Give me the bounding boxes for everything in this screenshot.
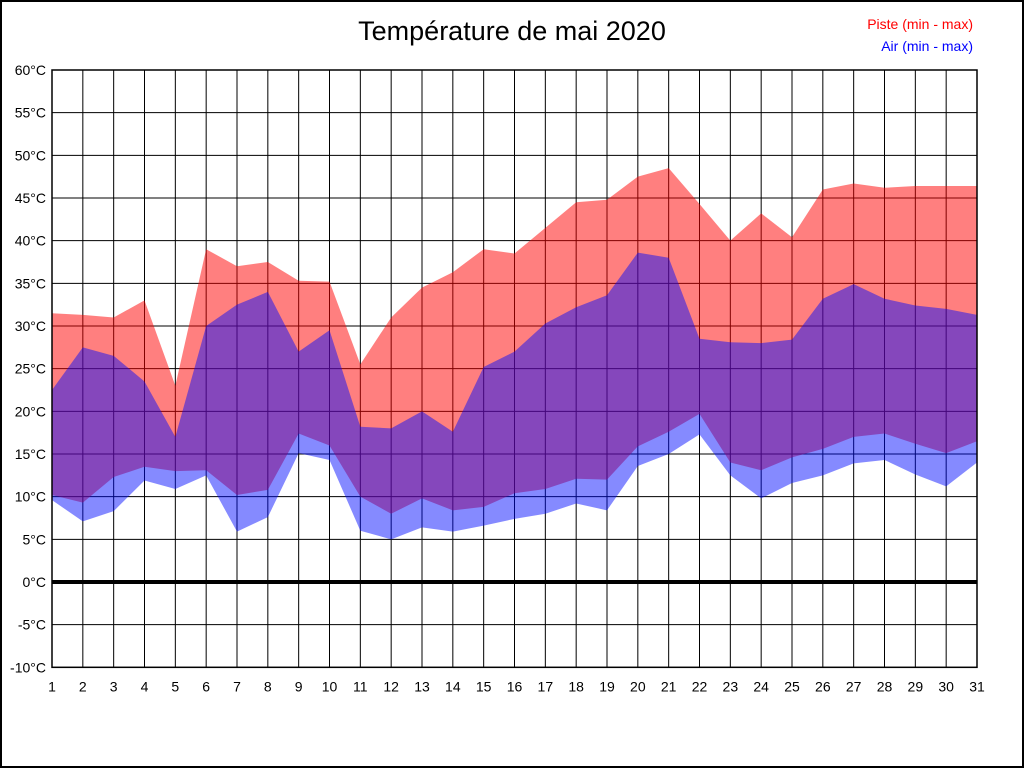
legend-label-air: Air (min - max) bbox=[881, 38, 973, 54]
x-axis-labels: 1 2 3 4 5 6 7 8 9 10 11 12 13 14 15 16 17 18 19 20 21 22 23 24 2… bbox=[48, 678, 985, 694]
legend-item-piste: Piste (min - max) bbox=[867, 13, 973, 35]
x-tick-label: 25 bbox=[784, 678, 800, 694]
x-tick-label: 7 bbox=[233, 678, 241, 694]
x-tick-label: 21 bbox=[661, 678, 677, 694]
x-tick-label: 10 bbox=[322, 678, 338, 694]
x-tick-label: 2 bbox=[79, 678, 87, 694]
y-axis-labels: -10°C -5°C 0°C 5°C 10°C 15°C 20°C 25°C 30°C 35°C 4… bbox=[10, 62, 46, 675]
y-tick-label: 45°C bbox=[15, 190, 46, 206]
chart-legend: Piste (min - max) Air (min - max) bbox=[867, 13, 973, 57]
x-tick-label: 6 bbox=[202, 678, 210, 694]
x-tick-label: 22 bbox=[692, 678, 708, 694]
x-tick-label: 31 bbox=[969, 678, 985, 694]
x-tick-label: 30 bbox=[938, 678, 954, 694]
x-tick-label: 14 bbox=[445, 678, 461, 694]
legend-item-air: Air (min - max) bbox=[867, 35, 973, 57]
x-tick-label: 1 bbox=[48, 678, 56, 694]
y-tick-label: 20°C bbox=[15, 403, 46, 419]
x-tick-label: 12 bbox=[383, 678, 399, 694]
chart-title: Température de mai 2020 bbox=[358, 16, 666, 46]
x-tick-label: 11 bbox=[353, 678, 368, 694]
x-tick-label: 23 bbox=[723, 678, 739, 694]
y-tick-label: -5°C bbox=[18, 617, 46, 633]
x-tick-label: 3 bbox=[110, 678, 118, 694]
plot-border bbox=[51, 69, 978, 669]
x-tick-label: 5 bbox=[171, 678, 179, 694]
y-tick-label: 15°C bbox=[15, 446, 46, 462]
air-band bbox=[52, 252, 977, 540]
y-tick-label: 30°C bbox=[15, 318, 46, 334]
x-tick-label: 29 bbox=[908, 678, 924, 694]
x-tick-label: 16 bbox=[507, 678, 523, 694]
x-tick-label: 8 bbox=[264, 678, 272, 694]
y-tick-label: 35°C bbox=[15, 275, 46, 291]
y-tick-label: 40°C bbox=[15, 233, 46, 249]
x-tick-label: 15 bbox=[476, 678, 492, 694]
x-tick-label: 4 bbox=[141, 678, 149, 694]
x-tick-label: 13 bbox=[414, 678, 430, 694]
legend-label-piste: Piste (min - max) bbox=[867, 16, 973, 32]
x-tick-label: 28 bbox=[877, 678, 893, 694]
x-tick-label: 19 bbox=[599, 678, 615, 694]
x-tick-label: 26 bbox=[815, 678, 831, 694]
y-tick-label: 0°C bbox=[23, 574, 47, 590]
y-tick-label: 5°C bbox=[23, 531, 47, 547]
x-tick-label: 18 bbox=[568, 678, 584, 694]
x-tick-label: 27 bbox=[846, 678, 862, 694]
y-tick-label: 25°C bbox=[15, 361, 46, 377]
piste-band bbox=[52, 168, 977, 514]
x-tick-label: 17 bbox=[538, 678, 554, 694]
y-tick-label: 60°C bbox=[15, 62, 46, 78]
x-tick-label: 24 bbox=[753, 678, 769, 694]
y-tick-label: 50°C bbox=[15, 147, 46, 163]
x-tick-label: 20 bbox=[630, 678, 646, 694]
y-tick-label: 10°C bbox=[15, 489, 46, 505]
y-tick-label: 55°C bbox=[15, 105, 46, 121]
x-tick-label: 9 bbox=[295, 678, 303, 694]
y-tick-label: -10°C bbox=[10, 659, 46, 675]
